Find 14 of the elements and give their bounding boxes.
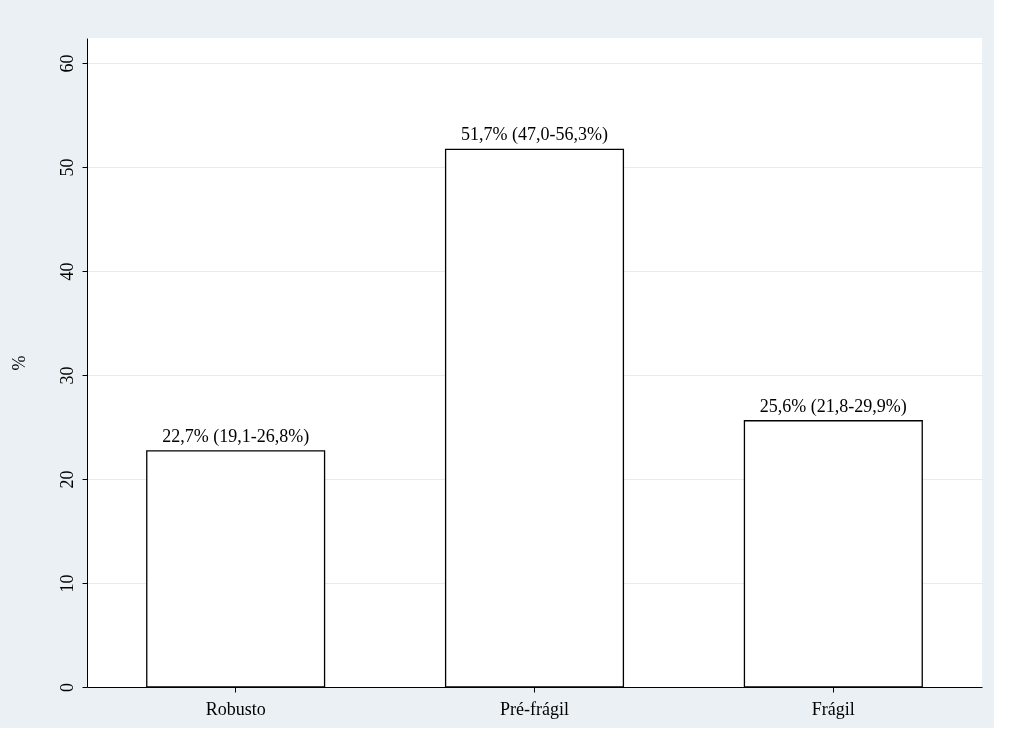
y-tick-label: 40: [56, 262, 77, 281]
y-tick-label: 30: [56, 366, 77, 385]
y-tick-label: 50: [56, 158, 77, 177]
y-axis-title: %: [8, 355, 29, 371]
y-tick-label: 20: [56, 470, 77, 489]
y-tick-label: 10: [56, 574, 77, 593]
data-label: 25,6% (21,8-29,9%): [759, 395, 907, 417]
x-tick-label: Frágil: [811, 698, 855, 719]
data-label: 22,7% (19,1-26,8%): [162, 425, 310, 447]
data-label: 51,7% (47,0-56,3%): [461, 124, 608, 146]
x-tick-label: Pré-frágil: [500, 698, 569, 719]
y-tick-label: 60: [56, 54, 77, 73]
x-tick-label: Robusto: [205, 698, 266, 719]
y-tick-label: 0: [56, 683, 77, 692]
